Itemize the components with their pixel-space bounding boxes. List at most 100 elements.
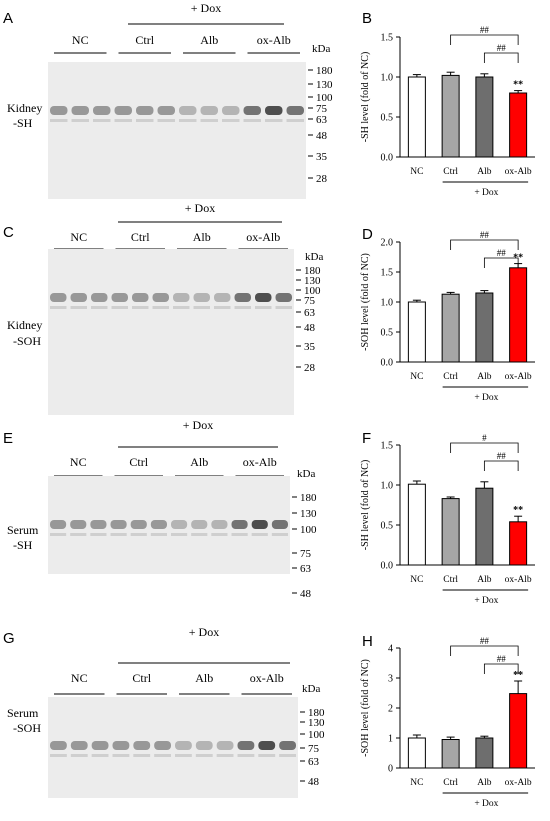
blot-band <box>154 754 171 757</box>
blot-band <box>175 754 192 757</box>
blot-band <box>133 741 151 750</box>
group-label-alb: Alb <box>200 33 218 47</box>
side-label: Kidney <box>7 318 42 332</box>
blot-band <box>114 106 132 115</box>
bar-nc <box>407 301 426 363</box>
blot-band <box>157 106 175 115</box>
bar-chart-serum-sh: 0.0 0.5 1.0 1.5 -SH level (fold of NC) NC Ctrl… <box>360 433 535 606</box>
panel-letter-b: B <box>362 10 373 27</box>
blot-band <box>132 306 149 309</box>
marker-75: 75 <box>304 295 316 307</box>
marker-130: 130 <box>316 79 333 91</box>
group-label-ctrl: Ctrl <box>132 671 151 685</box>
blot-band <box>150 520 167 529</box>
blot-band <box>265 106 283 115</box>
bar-chart-kidney-sh: 0.0 0.5 1.0 1.5 -SH level (fold of NC) NC Ctrl… <box>360 25 535 198</box>
blot-band <box>50 754 67 757</box>
marker-180: 180 <box>316 65 333 77</box>
x-tick-label: Ctrl <box>443 372 458 382</box>
bracket-label: ## <box>497 248 507 258</box>
panel-letter-e: E <box>3 430 14 447</box>
blot-band <box>70 741 88 750</box>
y-tick-label: 0.0 <box>381 153 394 164</box>
bar-ctrl <box>441 739 460 769</box>
marker-100: 100 <box>308 729 325 741</box>
x-tick-label: Alb <box>477 372 492 382</box>
significance-bracket <box>450 442 519 453</box>
blot-band <box>136 119 154 122</box>
bar-ctrl <box>441 498 460 566</box>
marker-48: 48 <box>316 130 328 142</box>
bar-nc <box>407 483 426 566</box>
blot-band <box>130 520 147 529</box>
blot-band <box>179 106 197 115</box>
bar-ox-alb <box>509 521 528 566</box>
x-tick-label: Ctrl <box>443 167 458 177</box>
bracket-label: ## <box>497 654 507 664</box>
bracket-label: # <box>482 433 487 443</box>
marker-180: 180 <box>308 707 325 719</box>
blot-band <box>211 533 228 536</box>
x-tick-label: NC <box>410 778 423 788</box>
panel-letter-c: C <box>3 224 14 241</box>
kda-label: kDa <box>302 683 320 695</box>
marker-48: 48 <box>300 588 312 600</box>
blot-band <box>231 533 248 536</box>
blot-band <box>193 293 210 302</box>
side-label: -SOH <box>13 721 41 735</box>
panel-letter-d: D <box>362 226 373 243</box>
blot-band <box>275 293 292 302</box>
blot-band <box>251 520 268 529</box>
blot-band <box>112 741 130 750</box>
blot-band <box>258 741 276 750</box>
blot-band <box>191 520 208 529</box>
significance-bracket <box>483 257 519 268</box>
y-tick-label: 1.5 <box>381 441 394 452</box>
bar-ox-alb <box>509 267 528 363</box>
blot-band <box>271 520 288 529</box>
blot-band <box>200 106 218 115</box>
x-tick-label: Ctrl <box>443 575 458 585</box>
y-tick-label: 0.5 <box>381 521 394 532</box>
significance-bracket <box>483 460 519 471</box>
kda-label: kDa <box>305 251 323 263</box>
group-label-nc: NC <box>71 671 88 685</box>
blot-band <box>265 119 283 122</box>
blot-band <box>237 741 255 750</box>
blot-band <box>214 306 231 309</box>
kda-label: kDa <box>312 43 330 55</box>
marker-75: 75 <box>316 103 328 115</box>
y-tick-label: 2.0 <box>381 238 394 249</box>
y-tick-label: 1.0 <box>381 73 394 84</box>
bar-chart-serum-soh: 0 1 2 3 4 -SOH level (fold of NC) NC Ctrl Alb ox-… <box>360 636 535 809</box>
blot-band <box>286 119 304 122</box>
blot-band <box>70 306 87 309</box>
blot-band <box>50 293 67 302</box>
blot-band <box>243 106 261 115</box>
blot-band <box>222 119 240 122</box>
bar-ox-alb <box>509 693 528 769</box>
side-label: -SH <box>13 538 33 552</box>
blot-band <box>243 119 261 122</box>
group-label-alb: Alb <box>195 671 213 685</box>
marker-48: 48 <box>304 322 316 334</box>
blot-band <box>136 106 154 115</box>
blot-band <box>50 741 67 750</box>
group-label-nc: NC <box>70 455 87 469</box>
side-label: -SOH <box>13 334 41 348</box>
bar-chart-kidney-soh: 0.0 0.5 1.0 1.5 2.0 -SOH level (fold of NC) NC… <box>360 230 535 403</box>
blot-image <box>48 62 306 199</box>
blot-band <box>91 306 108 309</box>
bracket-label: ## <box>480 636 490 646</box>
blot-band <box>70 533 87 536</box>
blot-band <box>216 741 234 750</box>
y-tick-label: 1.5 <box>381 268 394 279</box>
dox-label: + Dox <box>185 201 215 215</box>
blot-band <box>111 306 128 309</box>
marker-63: 63 <box>308 756 320 768</box>
blot-band <box>93 106 111 115</box>
blot-band <box>251 533 268 536</box>
blot-band <box>179 119 197 122</box>
group-label-alb: Alb <box>193 230 211 244</box>
